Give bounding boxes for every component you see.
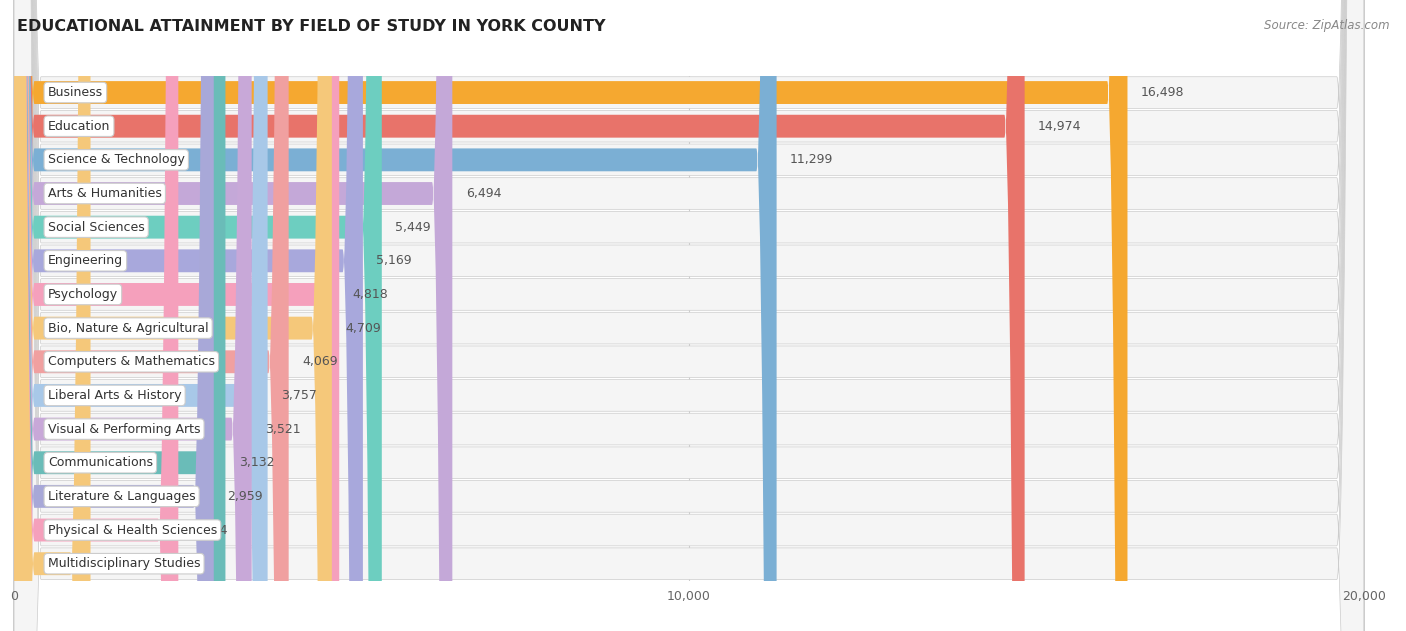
- FancyBboxPatch shape: [14, 0, 252, 631]
- FancyBboxPatch shape: [14, 0, 332, 631]
- Text: 2,959: 2,959: [228, 490, 263, 503]
- FancyBboxPatch shape: [14, 0, 1128, 631]
- FancyBboxPatch shape: [14, 0, 225, 631]
- FancyBboxPatch shape: [14, 0, 363, 631]
- FancyBboxPatch shape: [14, 0, 90, 631]
- Text: 2,434: 2,434: [191, 524, 228, 536]
- FancyBboxPatch shape: [14, 0, 214, 631]
- Text: Bio, Nature & Agricultural: Bio, Nature & Agricultural: [48, 322, 208, 334]
- Text: 14,974: 14,974: [1038, 120, 1081, 133]
- FancyBboxPatch shape: [14, 0, 1364, 631]
- FancyBboxPatch shape: [14, 0, 1364, 631]
- Text: Liberal Arts & History: Liberal Arts & History: [48, 389, 181, 402]
- FancyBboxPatch shape: [14, 0, 267, 631]
- Text: 5,169: 5,169: [377, 254, 412, 268]
- Text: Visual & Performing Arts: Visual & Performing Arts: [48, 423, 200, 435]
- Text: EDUCATIONAL ATTAINMENT BY FIELD OF STUDY IN YORK COUNTY: EDUCATIONAL ATTAINMENT BY FIELD OF STUDY…: [17, 19, 606, 34]
- Text: Source: ZipAtlas.com: Source: ZipAtlas.com: [1264, 19, 1389, 32]
- Text: 11,299: 11,299: [790, 153, 834, 167]
- Text: 4,818: 4,818: [353, 288, 388, 301]
- Text: 5,449: 5,449: [395, 221, 430, 233]
- FancyBboxPatch shape: [14, 0, 1364, 631]
- Text: 16,498: 16,498: [1142, 86, 1184, 99]
- Text: Psychology: Psychology: [48, 288, 118, 301]
- Text: Science & Technology: Science & Technology: [48, 153, 184, 167]
- FancyBboxPatch shape: [14, 0, 1025, 631]
- Text: Engineering: Engineering: [48, 254, 122, 268]
- FancyBboxPatch shape: [14, 0, 1364, 631]
- FancyBboxPatch shape: [14, 0, 382, 631]
- FancyBboxPatch shape: [14, 0, 1364, 631]
- Text: Literature & Languages: Literature & Languages: [48, 490, 195, 503]
- FancyBboxPatch shape: [14, 0, 453, 631]
- Text: Multidisciplinary Studies: Multidisciplinary Studies: [48, 557, 200, 570]
- Text: 1,133: 1,133: [104, 557, 139, 570]
- Text: 4,709: 4,709: [346, 322, 381, 334]
- FancyBboxPatch shape: [14, 0, 776, 631]
- FancyBboxPatch shape: [14, 0, 1364, 631]
- Text: Computers & Mathematics: Computers & Mathematics: [48, 355, 215, 369]
- FancyBboxPatch shape: [14, 0, 1364, 631]
- FancyBboxPatch shape: [14, 0, 1364, 631]
- Text: Business: Business: [48, 86, 103, 99]
- Text: 3,521: 3,521: [266, 423, 301, 435]
- FancyBboxPatch shape: [14, 0, 288, 631]
- FancyBboxPatch shape: [14, 0, 1364, 631]
- FancyBboxPatch shape: [14, 0, 339, 631]
- FancyBboxPatch shape: [14, 0, 1364, 631]
- FancyBboxPatch shape: [14, 0, 1364, 631]
- Text: 3,132: 3,132: [239, 456, 274, 469]
- Text: Social Sciences: Social Sciences: [48, 221, 145, 233]
- FancyBboxPatch shape: [14, 0, 1364, 631]
- Text: Physical & Health Sciences: Physical & Health Sciences: [48, 524, 217, 536]
- Text: Education: Education: [48, 120, 110, 133]
- Text: 6,494: 6,494: [465, 187, 502, 200]
- Text: 3,757: 3,757: [281, 389, 316, 402]
- FancyBboxPatch shape: [14, 0, 1364, 631]
- FancyBboxPatch shape: [14, 0, 1364, 631]
- Text: 4,069: 4,069: [302, 355, 337, 369]
- FancyBboxPatch shape: [14, 0, 179, 631]
- FancyBboxPatch shape: [14, 0, 1364, 631]
- Text: Communications: Communications: [48, 456, 153, 469]
- Text: Arts & Humanities: Arts & Humanities: [48, 187, 162, 200]
